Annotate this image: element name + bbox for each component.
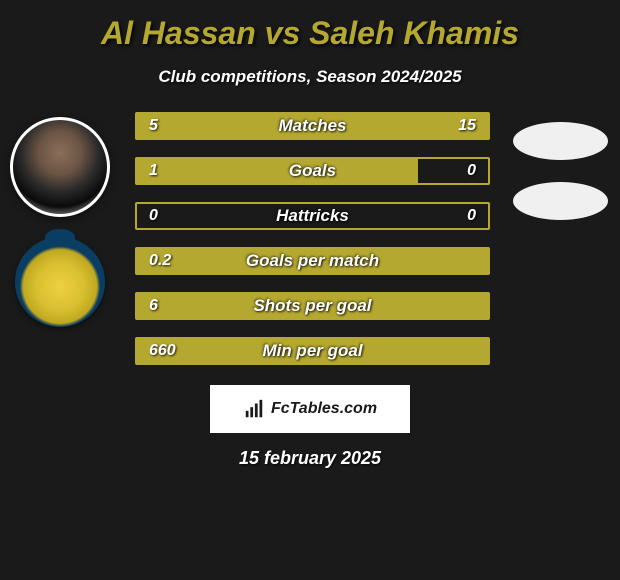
stat-bar: Goals1 0 (135, 157, 490, 185)
stat-bar: Matches5 15 (135, 112, 490, 140)
stat-label: Shots per goal (137, 294, 488, 318)
stat-value-left: 0.2 (149, 249, 171, 273)
stat-bar: Goals per match0.2 (135, 247, 490, 275)
subtitle: Club competitions, Season 2024/2025 (0, 67, 620, 87)
placeholder-oval (513, 122, 608, 160)
main-row: Matches515Goals10Hattricks00Goals per ma… (0, 112, 620, 365)
chart-icon (243, 398, 265, 420)
stat-value-left: 5 (149, 114, 158, 138)
stat-value-right: 0 (467, 159, 476, 183)
page-title: Al Hassan vs Saleh Khamis (0, 15, 620, 52)
stat-value-left: 660 (149, 339, 176, 363)
brand-box: FcTables.com (210, 385, 410, 433)
stat-label: Goals (137, 159, 488, 183)
footer: FcTables.com 15 february 2025 (0, 385, 620, 469)
placeholder-oval (513, 182, 608, 220)
stat-value-left: 6 (149, 294, 158, 318)
left-column (0, 112, 120, 327)
player-photo (10, 117, 110, 217)
comparison-card: Al Hassan vs Saleh Khamis Club competiti… (0, 0, 620, 479)
stat-value-left: 1 (149, 159, 158, 183)
stat-label: Goals per match (137, 249, 488, 273)
stat-value-left: 0 (149, 204, 158, 228)
stat-bar: Hattricks0 0 (135, 202, 490, 230)
stat-label: Min per goal (137, 339, 488, 363)
stat-value-right: 0 (467, 204, 476, 228)
stat-bars: Matches515Goals10Hattricks00Goals per ma… (120, 112, 500, 365)
right-column (500, 112, 620, 220)
date-text: 15 february 2025 (239, 448, 381, 469)
stat-bar: Min per goal660 (135, 337, 490, 365)
stat-label: Matches (137, 114, 488, 138)
stat-value-right: 15 (458, 114, 476, 138)
club-badge (15, 237, 105, 327)
stat-label: Hattricks (137, 204, 488, 228)
stat-bar: Shots per goal6 (135, 292, 490, 320)
brand-text: FcTables.com (271, 400, 377, 418)
